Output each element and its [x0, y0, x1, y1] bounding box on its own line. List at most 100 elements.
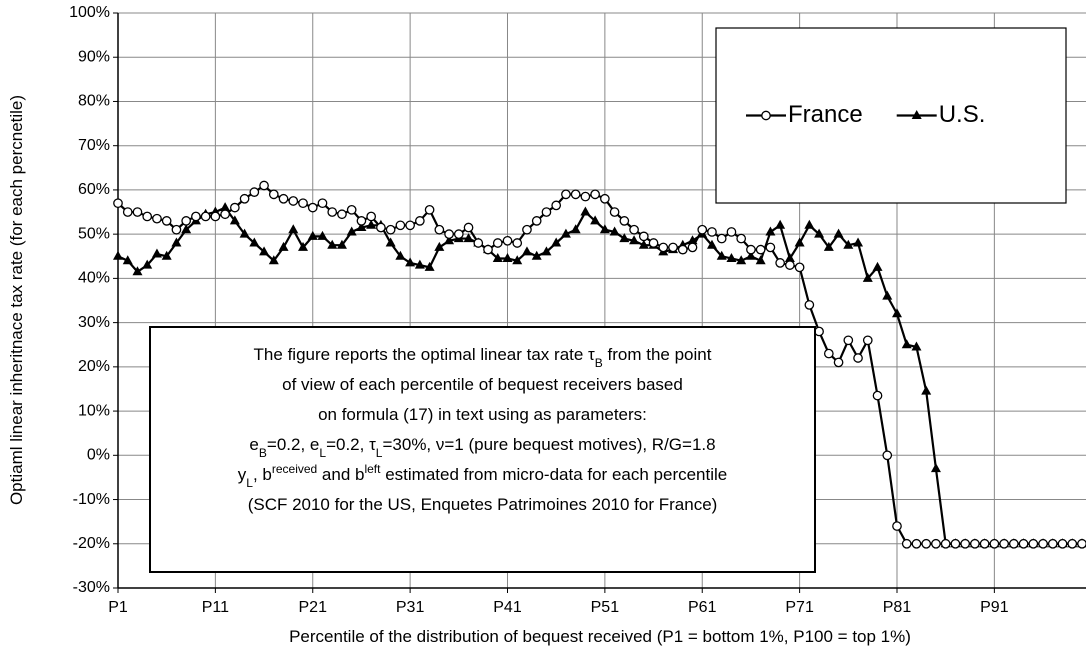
point: [609, 226, 620, 236]
point: [658, 242, 669, 253]
point: [249, 237, 260, 247]
point: [161, 216, 172, 226]
point: [989, 538, 1000, 549]
point: [706, 239, 717, 249]
point: [551, 200, 562, 211]
annotation-line: (SCF 2010 for the US, Enquetes Patrimoin…: [248, 495, 718, 514]
point: [570, 224, 581, 234]
y-tick-label: -20%: [73, 535, 110, 552]
point: [1047, 538, 1058, 549]
point: [268, 255, 279, 265]
point: [736, 233, 747, 244]
point: [668, 242, 678, 253]
point: [1057, 538, 1068, 549]
point: [755, 244, 766, 255]
point: [911, 538, 922, 549]
point: [629, 224, 639, 235]
point: [1008, 538, 1019, 549]
point: [561, 189, 571, 200]
point: [288, 196, 299, 206]
annotation-subscript: L: [376, 446, 383, 460]
point: [512, 238, 523, 248]
point: [911, 110, 922, 119]
annotation-text: of view of each percentile of bequest re…: [282, 375, 683, 394]
point: [716, 233, 727, 244]
point: [911, 341, 922, 351]
point: [761, 110, 771, 121]
point: [327, 207, 338, 217]
point: [132, 207, 143, 217]
point: [385, 224, 396, 235]
point: [1038, 538, 1048, 549]
point: [765, 226, 776, 236]
point: [580, 206, 591, 216]
point: [220, 209, 230, 220]
annotation-superscript: received: [272, 462, 317, 476]
point: [317, 198, 328, 209]
series-line: [117, 184, 1082, 545]
point: [999, 538, 1009, 549]
point: [931, 538, 941, 549]
point: [541, 246, 552, 256]
series: [113, 180, 1086, 549]
y-tick-label: 50%: [78, 225, 110, 242]
point: [463, 233, 474, 243]
point: [473, 238, 484, 248]
point: [268, 189, 279, 200]
annotation-text: on formula (17) in text using as paramet…: [318, 405, 647, 424]
point: [483, 244, 493, 255]
point: [531, 216, 542, 226]
y-tick-label: 80%: [78, 93, 110, 110]
point: [307, 202, 318, 213]
annotation-text: from the point: [603, 345, 712, 364]
point: [862, 272, 873, 282]
series-line: [117, 206, 1082, 545]
y-tick-label: -30%: [73, 579, 110, 596]
point: [823, 348, 834, 359]
point: [492, 238, 503, 248]
point: [337, 209, 347, 220]
point: [697, 224, 708, 235]
point: [191, 211, 201, 222]
annotation-line: yL, breceived and bleft estimated from m…: [238, 462, 728, 490]
y-tick-label: 40%: [78, 270, 110, 287]
y-tick-label: 60%: [78, 181, 110, 198]
point: [745, 250, 756, 260]
point: [590, 215, 601, 225]
point: [872, 390, 883, 401]
point: [901, 538, 912, 549]
point: [424, 204, 435, 215]
point: [434, 224, 445, 235]
point: [979, 538, 990, 549]
x-tick-label: P71: [785, 599, 814, 616]
annotation-text: =0.2, τ: [326, 435, 376, 454]
point: [151, 248, 162, 258]
point: [405, 220, 415, 231]
point: [415, 216, 425, 226]
point: [814, 326, 824, 337]
point: [638, 231, 649, 242]
x-tick-label: P51: [591, 599, 620, 616]
point: [171, 237, 182, 247]
point: [746, 244, 756, 255]
point: [1067, 538, 1078, 549]
point: [531, 250, 542, 260]
point: [414, 259, 425, 269]
point: [921, 538, 932, 549]
point: [336, 239, 347, 249]
annotation-text: y: [238, 465, 247, 484]
point: [122, 255, 133, 265]
point: [142, 259, 153, 269]
point: [736, 255, 747, 265]
point: [687, 242, 698, 253]
y-tick-label: 0%: [87, 447, 110, 464]
point: [629, 235, 640, 245]
point: [551, 237, 562, 247]
point: [376, 222, 386, 233]
point: [960, 538, 971, 549]
point: [161, 250, 172, 260]
point: [940, 538, 951, 549]
point: [424, 261, 435, 271]
point: [843, 335, 854, 346]
